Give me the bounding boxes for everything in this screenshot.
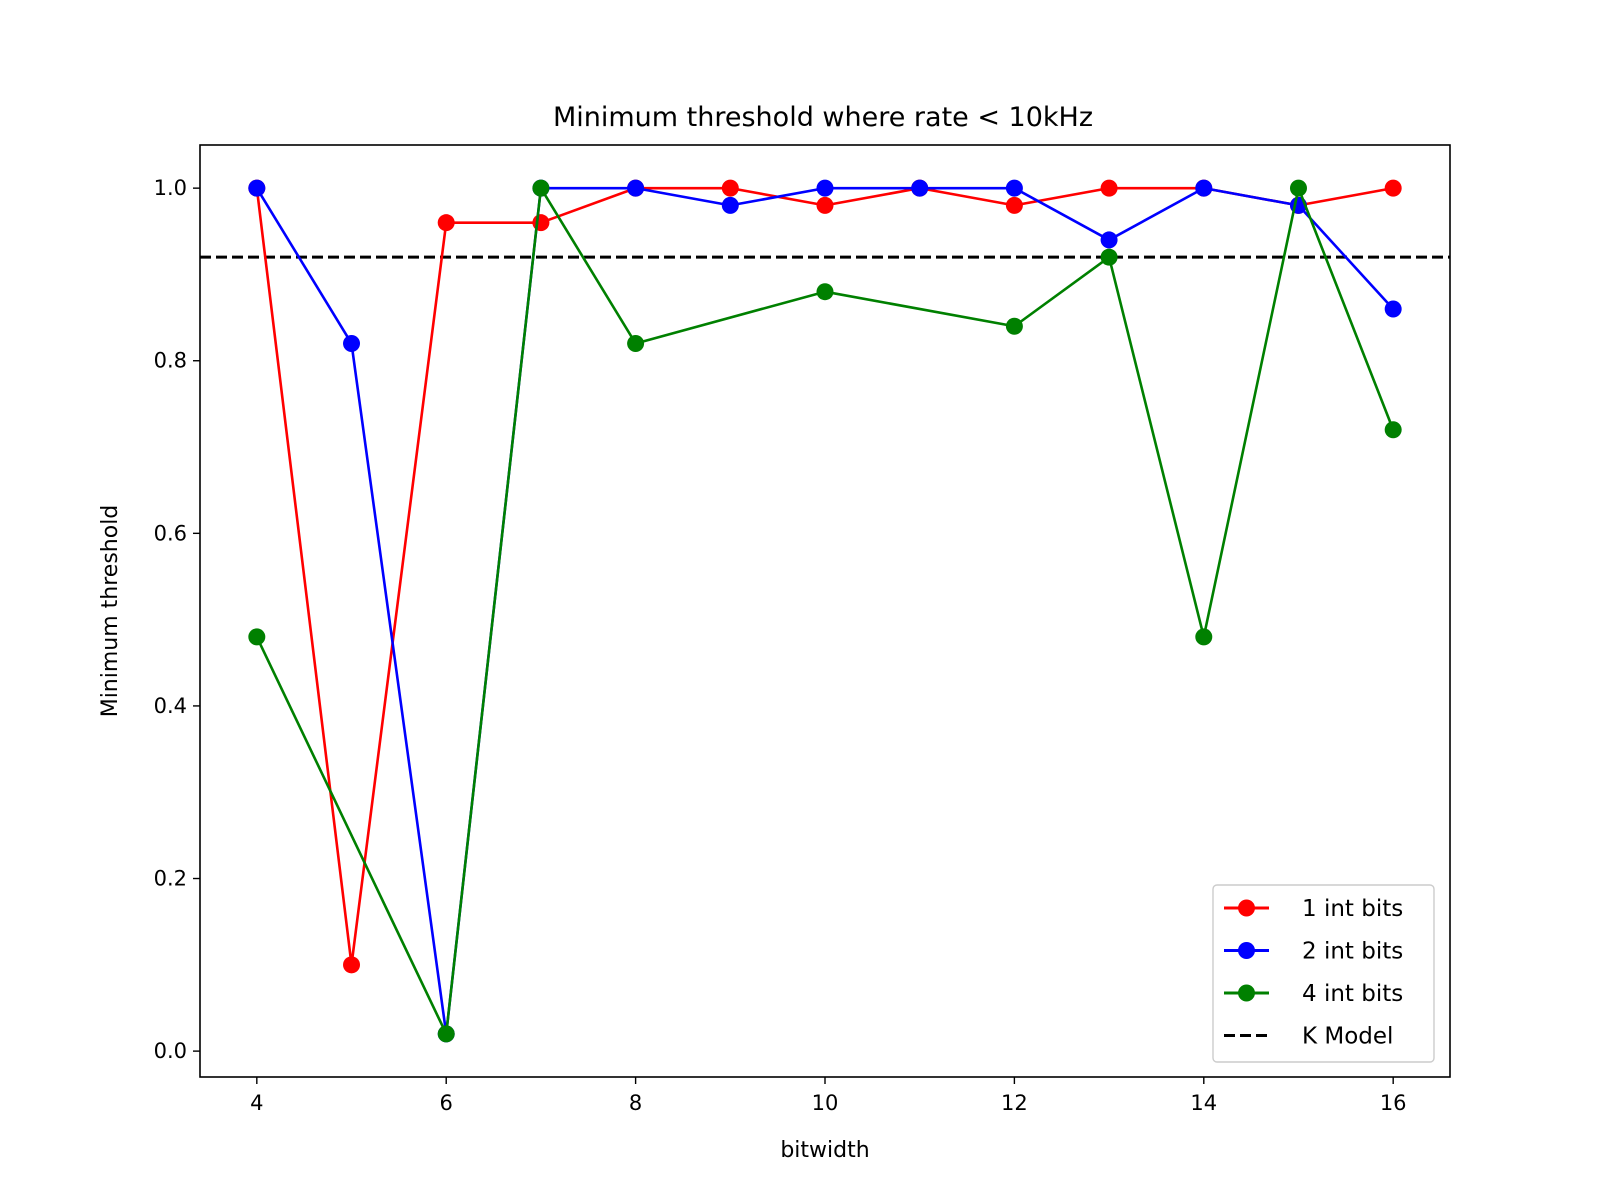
legend-swatch-marker: [1238, 942, 1255, 959]
data-point: [532, 179, 550, 197]
legend-swatch-marker: [1238, 899, 1255, 917]
data-point: [1100, 231, 1118, 249]
series-line: [255, 186, 1394, 967]
y-tick-label: 0.8: [154, 349, 187, 373]
x-axis: 4 6 8 10 12 14 16: [250, 1077, 1407, 1115]
x-tick-label: 10: [812, 1091, 839, 1115]
x-tick-label: 12: [1001, 1091, 1028, 1115]
data-point: [532, 214, 550, 232]
data-point: [1384, 421, 1402, 439]
data-point: [1005, 179, 1023, 197]
y-tick-label: 0.4: [154, 694, 187, 718]
legend-label: 1 int bits: [1302, 896, 1403, 922]
y-tick-label: 1.0: [154, 176, 187, 200]
data-point: [1100, 179, 1118, 197]
legend-item: K Model: [1224, 1024, 1393, 1050]
data-point: [911, 179, 929, 197]
legend-item: 2 int bits: [1224, 939, 1403, 965]
data-point: [721, 179, 739, 197]
data-point: [1195, 628, 1213, 646]
x-tick-label: 6: [440, 1091, 453, 1115]
x-tick-label: 4: [250, 1091, 263, 1115]
data-point: [816, 179, 834, 197]
data-point: [343, 956, 361, 974]
data-point: [248, 179, 266, 197]
legend-item: 4 int bits: [1224, 981, 1403, 1007]
x-tick-label: 16: [1380, 1091, 1407, 1115]
x-axis-label: bitwidth: [780, 1138, 869, 1163]
data-point: [721, 196, 739, 214]
chart-title: Minimum threshold where rate < 10kHz: [553, 102, 1093, 133]
series-line: [255, 186, 1395, 1036]
data-point: [627, 334, 645, 352]
data-point: [816, 196, 834, 214]
legend-label: 2 int bits: [1302, 939, 1403, 965]
data-point: [1289, 179, 1307, 197]
y-tick-label: 0.0: [154, 1039, 187, 1063]
data-point: [248, 628, 266, 646]
legend-label: 4 int bits: [1302, 981, 1403, 1007]
y-tick-label: 0.2: [154, 867, 187, 891]
series-3: [248, 179, 1402, 1043]
data-point: [437, 214, 455, 232]
legend-item: 1 int bits: [1224, 896, 1403, 922]
legend-box: [1212, 884, 1435, 1063]
data-point: [437, 1025, 455, 1043]
y-axis: 0.0 0.2 0.4 0.6 0.8 1.0: [154, 176, 200, 1063]
x-tick-label: 14: [1190, 1091, 1217, 1115]
y-axis-label: Minimum threshold: [98, 505, 123, 718]
series-layer: [248, 179, 1402, 1043]
data-point: [627, 179, 645, 197]
data-point: [1005, 317, 1023, 335]
legend-swatch-marker: [1238, 984, 1255, 1002]
x-tick-label: 8: [629, 1091, 642, 1115]
data-point: [816, 283, 834, 301]
legend-label: K Model: [1302, 1024, 1393, 1050]
legend: 1 int bits 2 int bits 4 int bits K Model: [1212, 884, 1435, 1063]
y-tick-label: 0.6: [154, 521, 187, 545]
data-point: [1005, 196, 1023, 214]
data-point: [343, 334, 361, 352]
data-point: [1195, 179, 1213, 197]
data-point: [1100, 248, 1118, 266]
data-point: [1384, 300, 1402, 318]
data-point: [1384, 179, 1402, 197]
